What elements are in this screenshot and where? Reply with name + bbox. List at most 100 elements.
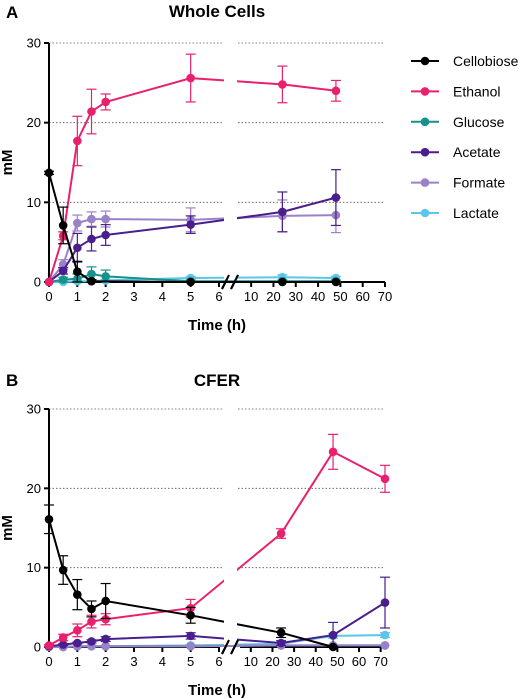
- x-tick-label: 2: [102, 289, 109, 304]
- panel-letter: A: [6, 3, 18, 22]
- y-tick-label: 20: [27, 481, 41, 496]
- data-point: [380, 641, 390, 650]
- data-point: [73, 136, 82, 146]
- data-point: [58, 275, 68, 284]
- series-line: [48, 450, 386, 647]
- series-line: [48, 519, 334, 648]
- x-tick-label: 1: [74, 654, 81, 669]
- data-point: [44, 168, 54, 178]
- data-point: [87, 269, 96, 279]
- series-acetate: [44, 169, 341, 287]
- x-tick-label: 1: [74, 289, 81, 304]
- axis-break-gap: [224, 404, 237, 645]
- data-point: [276, 529, 286, 538]
- data-point: [278, 207, 287, 217]
- legend-marker: [420, 208, 430, 218]
- series-line: [48, 77, 337, 283]
- x-tick-label: 20: [265, 654, 279, 669]
- panel-letter: B: [6, 371, 18, 390]
- data-point: [331, 193, 341, 202]
- x-tick-label: 5: [187, 654, 194, 669]
- series-cellobiose: [44, 504, 339, 652]
- data-point: [331, 86, 341, 96]
- legend-marker: [420, 87, 430, 96]
- data-point: [101, 230, 110, 240]
- legend-marker: [420, 147, 430, 157]
- legend: Cellobiose Ethanol Glucose Acetate Formate La…: [411, 53, 519, 221]
- data-point: [328, 630, 338, 640]
- x-tick-label: 6: [215, 289, 222, 304]
- data-point: [331, 277, 341, 287]
- chart-title: CFER: [194, 371, 240, 390]
- data-point: [186, 73, 195, 83]
- data-point: [87, 276, 96, 286]
- data-point: [87, 604, 96, 614]
- data-point: [276, 638, 286, 648]
- legend-item: Ethanol: [411, 83, 500, 99]
- data-point: [186, 610, 195, 620]
- data-point: [58, 565, 68, 575]
- legend-item: Acetate: [411, 144, 501, 160]
- y-tick-label: 20: [27, 115, 41, 130]
- data-point: [44, 514, 54, 524]
- x-tick-label: 6: [215, 654, 222, 669]
- legend-item: Glucose: [411, 114, 505, 130]
- x-tick-label: 50: [330, 654, 344, 669]
- y-axis-title: mM: [0, 515, 16, 541]
- y-tick-label: 10: [27, 195, 41, 210]
- data-point: [73, 638, 82, 648]
- panel-B: B CFER 0 10 20 30 mM 0 1 2 3 4 5 6 10 20 30 40 50 60 70 Time …: [0, 371, 390, 699]
- series-cellobiose: [44, 168, 341, 287]
- data-point: [87, 214, 96, 224]
- data-point: [101, 214, 110, 224]
- data-point: [101, 596, 110, 606]
- data-point: [101, 634, 110, 644]
- axis-break-mark: [221, 274, 230, 290]
- data-point: [101, 614, 110, 624]
- data-point: [58, 221, 68, 230]
- data-point: [87, 617, 96, 626]
- axis-break-mark: [221, 639, 230, 655]
- x-tick-label: 4: [159, 654, 166, 669]
- legend-marker: [420, 56, 430, 66]
- data-point: [58, 633, 68, 642]
- legend-label: Ethanol: [453, 83, 500, 99]
- data-point: [380, 598, 390, 607]
- x-tick-label: 60: [352, 654, 366, 669]
- x-tick-label: 10: [244, 289, 258, 304]
- data-point: [380, 474, 390, 484]
- panel-A: A Whole Cells 0 10 20 30 mM 0 1 2 3 4 5 6 10 20 30 40 50 60…: [0, 2, 392, 334]
- x-tick-label: 70: [373, 654, 387, 669]
- data-point: [73, 626, 82, 635]
- y-tick-label: 30: [27, 36, 41, 51]
- legend-item: Cellobiose: [411, 53, 519, 69]
- x-axis-title: Time (h): [188, 682, 246, 699]
- data-point: [87, 107, 96, 116]
- legend-item: Formate: [411, 175, 505, 191]
- y-axis-title: mM: [0, 150, 16, 176]
- legend-label: Acetate: [453, 144, 501, 160]
- data-point: [87, 234, 96, 244]
- data-point: [44, 277, 54, 287]
- data-point: [101, 272, 110, 281]
- data-point: [328, 447, 338, 457]
- data-point: [380, 630, 390, 640]
- data-point: [186, 220, 195, 229]
- x-tick-label: 30: [287, 654, 301, 669]
- series-line: [48, 214, 336, 283]
- y-tick-label: 0: [34, 640, 41, 655]
- x-tick-label: 2: [102, 654, 109, 669]
- data-point: [44, 641, 54, 650]
- data-point: [73, 243, 82, 253]
- x-tick-label: 5: [187, 289, 194, 304]
- y-tick-label: 30: [27, 402, 41, 417]
- x-tick-label: 30: [289, 289, 303, 304]
- x-tick-label: 10: [244, 654, 258, 669]
- data-point: [276, 628, 286, 638]
- data-point: [58, 266, 68, 276]
- data-point: [278, 277, 287, 287]
- x-tick-label: 0: [45, 654, 52, 669]
- data-point: [186, 631, 195, 641]
- series-ethanol: [44, 53, 341, 287]
